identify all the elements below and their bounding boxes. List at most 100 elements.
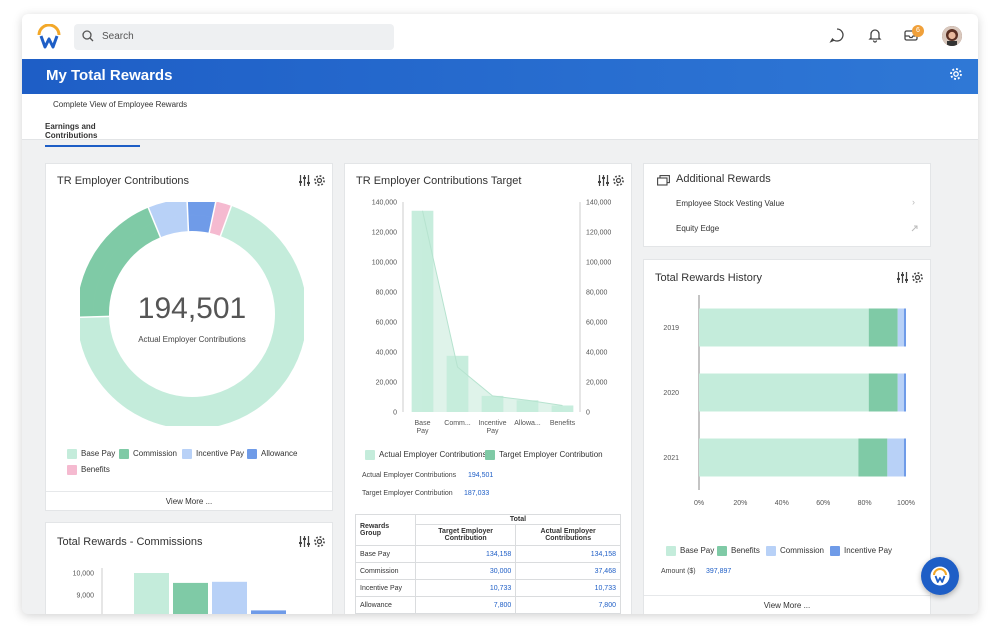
assistant-button[interactable] xyxy=(921,557,959,595)
chevron-right-icon[interactable]: › xyxy=(912,197,915,207)
legend-swatch xyxy=(485,450,495,460)
actual-bar xyxy=(481,395,504,412)
gear-icon[interactable] xyxy=(911,271,924,284)
x-tick-label: 0% xyxy=(694,500,704,507)
employer-contributions-card: TR Employer Contributions 194,501 Actual… xyxy=(45,163,333,511)
amount-value[interactable]: 397,897 xyxy=(706,568,732,575)
legend-item[interactable]: Commission xyxy=(119,449,177,459)
x-tick-label: 20% xyxy=(733,500,747,507)
table-cell-link[interactable]: 10,733 xyxy=(414,579,517,597)
y-tick-label-right: 100,000 xyxy=(586,260,611,267)
search-placeholder: Search xyxy=(102,31,134,42)
table-row: Commission 30,000 37,468 xyxy=(355,562,621,580)
legend-label: Incentive Pay xyxy=(196,449,245,459)
additional-reward-item[interactable]: Employee Stock Vesting Value xyxy=(676,199,785,208)
workday-assistant-icon xyxy=(930,566,950,586)
view-more-link[interactable]: View More ... xyxy=(763,601,811,610)
stacked-bar-segment xyxy=(887,438,904,477)
notification-badge: 6 xyxy=(912,25,924,37)
card-title: TR Employer Contributions xyxy=(57,175,190,187)
y-tick-label-left: 20,000 xyxy=(376,380,398,387)
legend-item[interactable]: Base Pay xyxy=(666,546,714,556)
history-legend: Base Pay Benefits Commission Incentive P… xyxy=(666,546,926,558)
table-cell: Commission xyxy=(355,562,416,580)
actual-bar xyxy=(551,405,574,412)
workday-logo-icon[interactable] xyxy=(36,24,62,50)
gear-icon[interactable] xyxy=(612,174,625,187)
card-title: Total Rewards - Commissions xyxy=(57,536,203,548)
x-tick-label: Comm... xyxy=(444,420,471,427)
donut-separator xyxy=(186,202,190,233)
legend-label: Base Pay xyxy=(81,449,116,459)
donut-slice xyxy=(187,202,216,233)
stacked-bar-segment xyxy=(903,373,906,412)
table-cell-link[interactable]: 134,158 xyxy=(515,545,621,563)
filter-icon[interactable] xyxy=(896,271,909,284)
x-tick-label: Pay xyxy=(486,428,499,435)
search-input[interactable]: Search xyxy=(74,24,394,50)
y-tick-label: 2021 xyxy=(663,455,679,462)
top-bar: Search 6 xyxy=(22,14,978,59)
y-tick-label: 10,000 xyxy=(73,571,95,578)
target-value: 187,033 xyxy=(464,490,490,497)
table-cell-link[interactable]: 10,733 xyxy=(515,579,621,597)
legend-item[interactable]: Allowance xyxy=(247,449,297,459)
legend-label: Actual Employer Contributions xyxy=(379,450,487,460)
stacked-bar-segment xyxy=(699,308,869,347)
table-cell-link[interactable]: 7,800 xyxy=(515,596,621,614)
y-tick-label-left: 80,000 xyxy=(376,290,398,297)
gear-icon[interactable] xyxy=(949,67,963,81)
y-tick-label-left: 100,000 xyxy=(372,260,397,267)
contributions-target-card: TR Employer Contributions Target 140,000… xyxy=(344,163,632,614)
filter-icon[interactable] xyxy=(298,535,311,548)
y-tick-label-left: 140,000 xyxy=(372,200,397,207)
additional-reward-item[interactable]: Equity Edge xyxy=(676,224,720,233)
legend-item[interactable]: Incentive Pay xyxy=(182,449,244,459)
legend-item[interactable]: Benefits xyxy=(717,546,760,556)
legend-swatch xyxy=(717,546,727,556)
col-header-target: Target Employer Contribution xyxy=(414,524,517,546)
legend-label: Benefits xyxy=(731,546,760,556)
tab-earnings-contributions[interactable]: Earnings and Contributions xyxy=(45,122,140,147)
gear-icon[interactable] xyxy=(313,174,326,187)
legend-swatch xyxy=(182,449,192,459)
y-tick-label-right: 140,000 xyxy=(586,200,611,207)
legend-item[interactable]: Actual Employer Contributions xyxy=(365,450,487,460)
legend-item[interactable]: Benefits xyxy=(67,465,110,475)
legend-label: Base Pay xyxy=(680,546,715,556)
x-tick-label: Incentive xyxy=(478,420,506,427)
legend-item[interactable]: Incentive Pay xyxy=(830,546,892,556)
donut-center-value: 194,501 xyxy=(137,292,247,325)
table-cell-link[interactable]: 7,800 xyxy=(414,596,517,614)
actual-bar xyxy=(446,355,469,412)
filter-icon[interactable] xyxy=(298,174,311,187)
y-tick-label: 9,000 xyxy=(76,593,94,600)
legend-item[interactable]: Target Employer Contribution xyxy=(485,450,603,460)
legend-label: Commission xyxy=(780,546,825,556)
page-description: Complete View of Employee Rewards xyxy=(53,100,188,109)
x-tick-label: 80% xyxy=(858,500,872,507)
legend-swatch xyxy=(67,465,77,475)
chat-icon[interactable] xyxy=(829,27,845,43)
y-tick-label-right: 20,000 xyxy=(586,380,608,387)
bell-icon[interactable] xyxy=(867,27,883,43)
table-cell-link[interactable]: 37,468 xyxy=(515,562,621,580)
donut-chart xyxy=(80,202,304,426)
commission-bar xyxy=(251,610,286,614)
stacked-bar-segment xyxy=(903,438,906,477)
gear-icon[interactable] xyxy=(313,535,326,548)
avatar[interactable] xyxy=(942,26,962,46)
legend-label: Target Employer Contribution xyxy=(499,450,603,460)
legend-item[interactable]: Commission xyxy=(766,546,824,556)
legend-item[interactable]: Base Pay xyxy=(67,449,115,459)
commission-bar xyxy=(212,581,247,614)
y-tick-label: 2019 xyxy=(663,325,679,332)
external-link-icon[interactable] xyxy=(911,225,918,232)
filter-icon[interactable] xyxy=(597,174,610,187)
actual-bar xyxy=(516,400,539,412)
table-cell-link[interactable]: 134,158 xyxy=(414,545,517,563)
copy-icon xyxy=(657,175,670,186)
table-cell-link[interactable]: 30,000 xyxy=(414,562,517,580)
actual-bar xyxy=(411,210,434,412)
view-more-link[interactable]: View More ... xyxy=(165,497,213,506)
